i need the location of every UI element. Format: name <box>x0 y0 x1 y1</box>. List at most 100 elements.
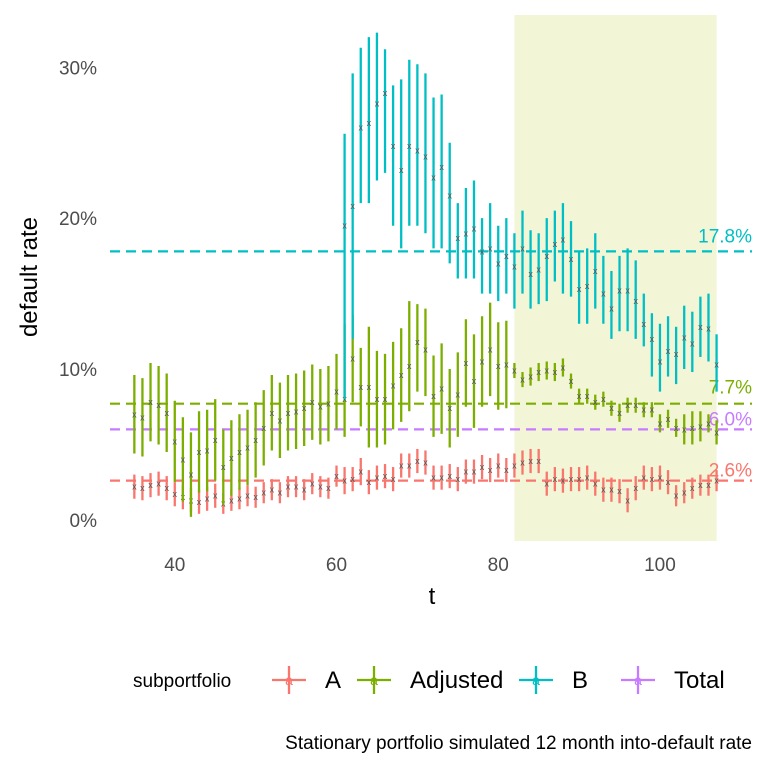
mean-mark-a: x <box>472 467 477 477</box>
reference-label-total: 6.0% <box>709 409 752 430</box>
mean-mark-adjusted: x <box>496 361 501 371</box>
mean-mark-adjusted: x <box>229 453 234 463</box>
mean-mark-a: x <box>302 485 307 495</box>
mean-mark-a: x <box>658 473 663 483</box>
mean-mark-b: x <box>456 233 461 243</box>
mean-mark-a: x <box>270 485 275 495</box>
mean-mark-b: x <box>593 266 598 276</box>
mean-mark-a: x <box>334 471 339 481</box>
mean-mark-adjusted: x <box>391 381 396 391</box>
mean-mark-b: x <box>609 304 614 314</box>
mean-mark-adjusted: x <box>553 367 558 377</box>
mean-mark-b: x <box>666 346 671 356</box>
mean-mark-adjusted: x <box>334 387 339 397</box>
mean-mark-adjusted: x <box>488 344 493 354</box>
mean-mark-a: x <box>237 494 242 504</box>
mean-mark-adjusted: x <box>156 400 161 410</box>
mean-mark-adjusted: x <box>431 391 436 401</box>
shaded-region <box>514 15 717 541</box>
mean-mark-b: x <box>601 289 606 299</box>
mean-mark-adjusted: x <box>536 367 541 377</box>
mean-mark-a: x <box>359 467 364 477</box>
mean-mark-b: x <box>359 123 364 133</box>
mean-mark-adjusted: x <box>520 375 525 385</box>
mean-mark-a: x <box>456 474 461 484</box>
mean-mark-adjusted: x <box>164 408 169 418</box>
reference-label-a: 2.6% <box>709 461 752 482</box>
mean-mark-a: x <box>439 473 444 483</box>
mean-mark-a: x <box>383 471 388 481</box>
mean-mark-a: x <box>528 456 533 466</box>
mean-mark-b: x <box>512 261 517 271</box>
mean-mark-a: x <box>674 491 679 501</box>
mean-mark-adjusted: x <box>173 436 178 446</box>
mean-mark-b: x <box>423 151 428 161</box>
mean-mark-adjusted: x <box>601 394 606 404</box>
mean-mark-adjusted: x <box>423 344 428 354</box>
mean-mark-adjusted: x <box>213 435 218 445</box>
mean-mark-b: x <box>480 246 485 256</box>
mean-mark-a: x <box>577 474 582 484</box>
mean-mark-a: x <box>415 456 420 466</box>
mean-mark-a: x <box>617 486 622 496</box>
mean-mark-adjusted: x <box>512 366 517 376</box>
mean-mark-adjusted: x <box>189 470 194 480</box>
reference-label-b: 17.8% <box>698 226 752 247</box>
x-tick-label: 60 <box>326 555 347 576</box>
x-axis-ticks: 40 60 80 100 <box>164 555 676 576</box>
reference-label-adjusted: 7.7% <box>709 378 752 399</box>
mean-mark-adjusted: x <box>221 462 226 472</box>
mean-mark-a: x <box>148 480 153 490</box>
mean-mark-adjusted: x <box>625 400 630 410</box>
mean-mark-a: x <box>714 476 719 486</box>
legend-key-glyph: a <box>634 672 642 688</box>
mean-mark-a: x <box>650 474 655 484</box>
mean-mark-adjusted: x <box>383 394 388 404</box>
mean-mark-b: x <box>407 141 412 151</box>
mean-mark-a: x <box>504 465 509 475</box>
mean-mark-adjusted: x <box>690 423 695 433</box>
y-tick-label: 0% <box>70 511 98 532</box>
mean-mark-adjusted: x <box>633 400 638 410</box>
mean-mark-adjusted: x <box>617 408 622 418</box>
mean-mark-a: x <box>512 461 517 471</box>
mean-mark-adjusted: x <box>350 353 355 363</box>
mean-mark-adjusted: x <box>650 405 655 415</box>
mean-mark-adjusted: x <box>706 418 711 428</box>
mean-mark-b: x <box>714 359 719 369</box>
mean-mark-adjusted: x <box>585 391 590 401</box>
mean-mark-adjusted: x <box>714 427 719 437</box>
mean-mark-b: x <box>528 269 533 279</box>
mean-mark-a: x <box>367 477 372 487</box>
mean-mark-adjusted: x <box>310 397 315 407</box>
mean-mark-a: x <box>431 473 436 483</box>
mean-mark-b: x <box>367 118 372 128</box>
mean-mark-b: x <box>415 145 420 155</box>
mean-mark-a: x <box>350 474 355 484</box>
mean-mark-b: x <box>504 251 509 261</box>
mean-mark-adjusted: x <box>318 402 323 412</box>
mean-mark-adjusted: x <box>140 412 145 422</box>
legend-key-glyph: a <box>532 672 540 688</box>
series-a: x x x x xxx x x x x x x x x xx x xx x xx x xxx x x xx x x xx x x xx x… <box>132 448 719 514</box>
mean-mark-b: x <box>447 191 452 201</box>
legend-key-glyph: a <box>285 672 293 688</box>
mean-mark-b: x <box>536 264 541 274</box>
mean-mark-adjusted: x <box>472 376 477 386</box>
legend-label: A <box>325 667 341 694</box>
mean-mark-b: x <box>561 234 566 244</box>
mean-mark-adjusted: x <box>205 445 210 455</box>
mean-mark-a: x <box>245 491 250 501</box>
mean-mark-a: x <box>407 461 412 471</box>
mean-mark-adjusted: x <box>286 408 291 418</box>
mean-mark-a: x <box>690 483 695 493</box>
mean-mark-a: x <box>310 479 315 489</box>
mean-mark-b: x <box>553 239 558 249</box>
mean-mark-a: x <box>399 461 404 471</box>
mean-mark-a: x <box>569 474 574 484</box>
mean-mark-a: x <box>342 476 347 486</box>
mean-mark-adjusted: x <box>148 397 153 407</box>
mean-mark-a: x <box>601 485 606 495</box>
mean-mark-b: x <box>650 334 655 344</box>
